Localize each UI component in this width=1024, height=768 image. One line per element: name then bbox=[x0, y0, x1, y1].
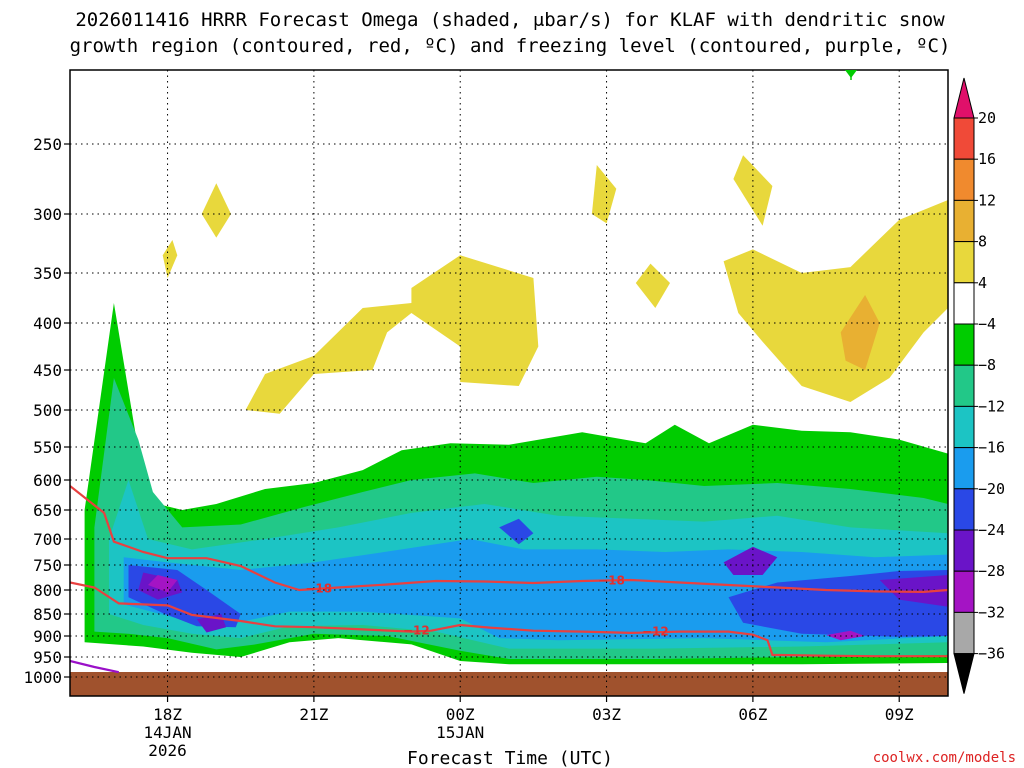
y-tick-label-250: 250 bbox=[33, 135, 62, 154]
colorbar-segment-5 bbox=[953, 323, 975, 366]
y-tick-label-850: 850 bbox=[33, 605, 62, 624]
omega-region-15 bbox=[201, 183, 231, 238]
y-tick-label-700: 700 bbox=[33, 530, 62, 549]
chart-title-line1: 2026011416 HRRR Forecast Omega (shaded, … bbox=[75, 9, 945, 31]
y-tick-label-1000: 1000 bbox=[23, 668, 62, 687]
x-tick-date-18: 14JAN bbox=[143, 723, 191, 742]
colorbar-segment-8 bbox=[953, 447, 975, 490]
ground-surface bbox=[70, 672, 948, 696]
colorbar-label-13: −36 bbox=[978, 645, 1005, 663]
omega-region-11 bbox=[148, 575, 178, 593]
omega-shading bbox=[84, 155, 948, 665]
omega-region-20 bbox=[840, 295, 880, 370]
omega-region-14 bbox=[723, 200, 948, 402]
x-tick-label-18: 18Z bbox=[153, 705, 182, 724]
contour-line-0 bbox=[70, 485, 948, 594]
colorbar-top-arrow bbox=[953, 77, 975, 119]
y-tick-label-750: 750 bbox=[33, 556, 62, 575]
y-tick-label-400: 400 bbox=[33, 314, 62, 333]
omega-region-17 bbox=[635, 263, 670, 308]
colorbar-bottom-arrow bbox=[953, 653, 975, 694]
omega-region-9 bbox=[723, 546, 778, 575]
colorbar-segment-2 bbox=[953, 199, 975, 243]
y-tick-label-950: 950 bbox=[33, 648, 62, 667]
x-tick-label-21: 21Z bbox=[299, 705, 328, 724]
x-tick-label-33: 09Z bbox=[885, 705, 914, 724]
y-tick-label-300: 300 bbox=[33, 205, 62, 224]
y-tick-label-350: 350 bbox=[33, 264, 62, 283]
x-tick-year-18: 2026 bbox=[148, 741, 187, 760]
colorbar-segment-6 bbox=[953, 364, 975, 407]
watermark: coolwx.com/models bbox=[873, 750, 1016, 766]
omega-region-18 bbox=[591, 165, 617, 224]
colorbar-label-0: 20 bbox=[978, 109, 996, 127]
colorbar-label-6: −8 bbox=[978, 356, 996, 374]
y-tick-label-600: 600 bbox=[33, 471, 62, 490]
y-tick-label-500: 500 bbox=[33, 401, 62, 420]
omega-region-19 bbox=[733, 155, 773, 226]
y-tick-label-650: 650 bbox=[33, 501, 62, 520]
colorbar-label-7: −12 bbox=[978, 397, 1005, 415]
contour-label-0: −18 bbox=[305, 582, 332, 596]
y-axis-ticks: 250 300 350 400 450 500 550 600 650 700 750 800 850 9… bbox=[23, 135, 70, 687]
colorbar-segment-11 bbox=[953, 570, 975, 613]
omega-region-13 bbox=[245, 255, 539, 414]
colorbar-label-1: 16 bbox=[978, 150, 996, 168]
ground-bar bbox=[70, 672, 948, 696]
colorbar-label-9: −20 bbox=[978, 480, 1005, 498]
grid-lines bbox=[70, 70, 948, 696]
colorbar-label-4: 4 bbox=[978, 274, 987, 292]
contour-lines bbox=[70, 485, 948, 674]
colorbar-segment-9 bbox=[953, 488, 975, 531]
colorbar-label-3: 8 bbox=[978, 233, 987, 251]
colorbar-label-2: 12 bbox=[978, 191, 996, 209]
colorbar-segment-4 bbox=[953, 282, 975, 325]
colorbar-label-10: −24 bbox=[978, 521, 1005, 539]
contour-label-1: −18 bbox=[598, 574, 625, 588]
x-tick-label-27: 03Z bbox=[592, 705, 621, 724]
colorbar-label-11: −28 bbox=[978, 562, 1005, 580]
omega-region-12 bbox=[826, 630, 866, 641]
chart-title-line2: growth region (contoured, red, ºC) and f… bbox=[70, 35, 951, 57]
x-tick-label-24: 00Z bbox=[446, 705, 475, 724]
colorbar-segment-0 bbox=[953, 117, 975, 160]
y-tick-label-900: 900 bbox=[33, 627, 62, 646]
y-tick-label-800: 800 bbox=[33, 581, 62, 600]
contour-label-3: −12 bbox=[642, 625, 669, 639]
contour-line-2 bbox=[70, 659, 120, 674]
omega-region-16 bbox=[162, 240, 178, 278]
x-axis-label: Forecast Time (UTC) bbox=[407, 748, 613, 768]
colorbar-label-8: −16 bbox=[978, 439, 1005, 457]
colorbar-segment-7 bbox=[953, 405, 975, 449]
colorbar: 20 16 12 8 4 −4 −8 −12 −16 −20 −24 −28 −32 −36 bbox=[953, 77, 1005, 694]
contour-label-2: −12 bbox=[403, 624, 430, 638]
omega-region-6 bbox=[499, 518, 534, 545]
x-tick-label-30: 06Z bbox=[738, 705, 767, 724]
colorbar-segment-10 bbox=[953, 529, 975, 572]
y-tick-label-450: 450 bbox=[33, 361, 62, 380]
marker-icon bbox=[845, 70, 857, 80]
contour-line-1 bbox=[70, 581, 948, 658]
contour-labels: −18 −18 −12 −12 bbox=[305, 574, 668, 639]
plot-frame bbox=[69, 69, 949, 697]
colorbar-label-5: −4 bbox=[978, 315, 996, 333]
colorbar-label-12: −32 bbox=[978, 603, 1005, 621]
y-tick-label-550: 550 bbox=[33, 438, 62, 457]
colorbar-segment-3 bbox=[953, 241, 975, 284]
colorbar-segment-12 bbox=[953, 611, 975, 655]
colorbar-segment-1 bbox=[953, 158, 975, 201]
x-tick-date-24: 15JAN bbox=[436, 723, 484, 742]
